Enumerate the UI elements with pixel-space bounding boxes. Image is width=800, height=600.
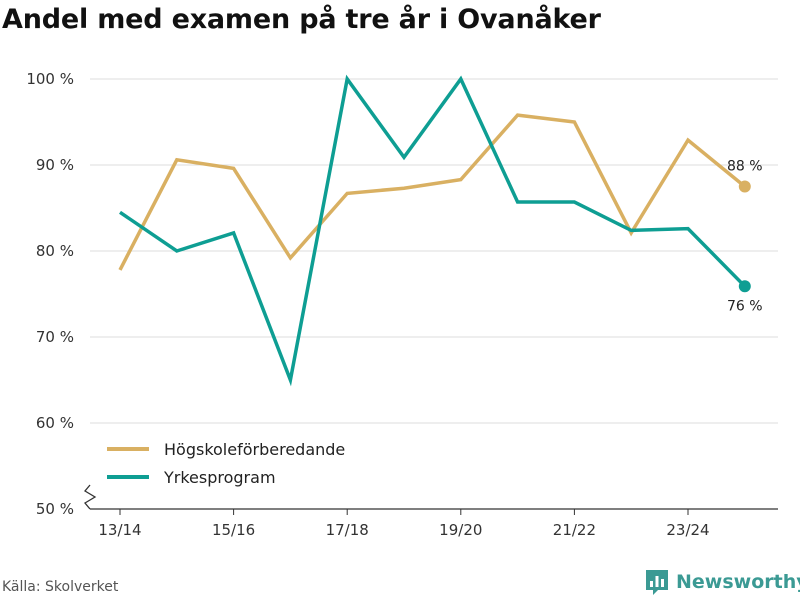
x-axis <box>84 484 778 510</box>
series-line-yrkesprogram <box>119 74 747 387</box>
y-tick-label: 80 % <box>36 242 74 260</box>
y-tick-label: 60 % <box>36 414 74 432</box>
series-end-point <box>738 280 751 293</box>
y-tick-label: 90 % <box>36 156 74 174</box>
series-end-point <box>738 180 751 193</box>
brand-name: Newsworthy <box>676 571 800 593</box>
x-tick-label: 17/18 <box>326 521 369 539</box>
chart-title: Andel med examen på tre år i Ovanåker <box>2 4 601 35</box>
legend-label: Yrkesprogram <box>163 468 276 487</box>
x-tick-label: 21/22 <box>553 521 596 539</box>
x-tick-label: 23/24 <box>666 521 709 539</box>
x-tick-label: 19/20 <box>439 521 482 539</box>
y-tick-label: 50 % <box>36 500 74 518</box>
grid-lines <box>90 78 778 424</box>
x-tick-label: 15/16 <box>212 521 255 539</box>
series-line-hogskoleforberedande <box>118 113 746 271</box>
line-chart: 50 % 60 % 70 % 80 % 90 % 100 % 13/14 15/16 17/1… <box>26 70 778 539</box>
legend: Högskoleförberedande Yrkesprogram <box>107 440 345 487</box>
y-axis-labels: 50 % 60 % 70 % 80 % 90 % 100 % <box>26 70 74 518</box>
bar-chart-logo-icon <box>646 570 668 595</box>
y-axis-break-icon <box>84 484 97 510</box>
end-markers: 88 % 76 % <box>727 159 763 315</box>
brand-logo: Newsworthy <box>644 568 800 596</box>
x-axis-labels: 13/14 15/16 17/18 19/20 21/22 23/24 <box>98 509 710 539</box>
y-tick-label: 100 % <box>26 70 74 88</box>
series-end-label: 88 % <box>727 159 763 175</box>
x-tick-label: 13/14 <box>98 521 141 539</box>
source-note: Källa: Skolverket <box>2 579 119 595</box>
series-end-label: 76 % <box>727 298 763 314</box>
series-lines <box>118 74 747 387</box>
y-tick-label: 70 % <box>36 328 74 346</box>
legend-label: Högskoleförberedande <box>164 440 345 459</box>
